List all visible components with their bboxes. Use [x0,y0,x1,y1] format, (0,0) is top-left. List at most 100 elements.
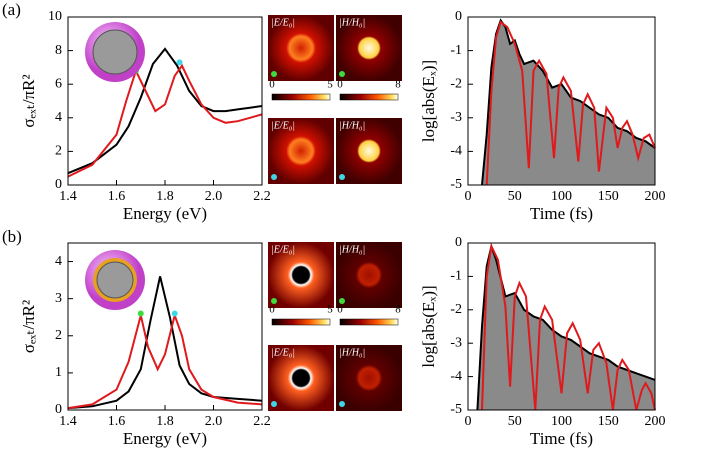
y-tick-label: -4 [450,144,462,159]
map-dot [271,401,277,407]
y-tick-label: -2 [450,76,462,91]
y-tick-label: -4 [450,369,462,384]
map-label: |H/H₀| [339,120,365,131]
marker [137,310,144,317]
x-axis-label: Time (fs) [530,429,593,448]
y-tick-label: -2 [450,302,462,317]
y-tick-label: 4 [55,110,62,125]
map-dot [339,174,345,180]
y-tick-label: -1 [450,43,462,58]
y-tick-label: -5 [450,402,462,417]
colorbar [271,318,331,326]
y-axis-label: σₑₓₜ/πR² [19,300,38,353]
y-tick-label: 0 [55,177,62,192]
x-axis-label: Energy (eV) [123,429,207,448]
colorbar-label: 5 [327,304,333,316]
x-tick-label: 100 [551,189,572,204]
particle-core [96,261,134,299]
y-axis-label: log[abs(Eₓ)] [419,285,438,367]
field-map [336,118,402,184]
y-tick-label: 1 [55,365,62,380]
y-tick-label: -3 [450,335,462,350]
x-tick-label: 200 [645,414,666,429]
x-tick-label: 2.2 [253,189,271,204]
x-tick-label: 1.6 [108,414,126,429]
field-map [268,242,334,308]
marker [171,310,178,317]
field-map [336,345,402,411]
field-map [268,15,334,81]
x-tick-label: 50 [508,414,522,429]
area [482,20,655,186]
y-tick-label: -3 [450,110,462,125]
plot-frame [67,242,263,411]
y-tick-label: 8 [55,43,62,58]
x-tick-label: 2.0 [205,189,223,204]
map-label: |E/E₀| [271,347,295,358]
map-label: |H/H₀| [339,347,365,358]
colorbar [339,318,399,326]
plot-frame [467,16,656,186]
marker [176,59,183,66]
x-tick-label: 2.2 [253,414,271,429]
map-dot [271,298,277,304]
map-dot [271,174,277,180]
line [67,311,263,410]
x-tick-label: 50 [508,189,522,204]
map-dot [271,71,277,77]
x-tick-label: 200 [645,189,666,204]
y-axis-label: σₑₓₜ/πR² [19,74,38,127]
x-tick-label: 100 [551,414,572,429]
colorbar-label: 5 [327,79,333,91]
map-label: |H/H₀| [339,244,365,255]
map-label: |E/E₀| [271,120,295,131]
map-dot [339,401,345,407]
line [481,242,656,411]
colorbar-label: 8 [395,79,401,91]
x-tick-label: 1.4 [59,189,77,204]
colorbar-label: 0 [269,79,275,91]
y-tick-label: 6 [55,76,62,91]
x-tick-label: 150 [598,414,619,429]
y-tick-label: 2 [55,328,62,343]
map-dot [339,71,345,77]
y-tick-label: 0 [455,9,462,24]
y-tick-label: 0 [455,235,462,250]
x-tick-label: 2.0 [205,414,223,429]
colorbar-label: 0 [269,304,275,316]
x-tick-label: 150 [598,189,619,204]
field-map [268,345,334,411]
x-axis-label: Energy (eV) [123,204,207,223]
colorbar-label: 0 [337,304,343,316]
y-tick-label: 10 [48,9,62,24]
y-tick-label: -1 [450,269,462,284]
map-label: |E/E₀| [271,244,295,255]
particle-core [92,29,138,75]
map-label: |E/E₀| [271,17,295,28]
y-tick-label: 0 [55,402,62,417]
y-tick-label: 2 [55,144,62,159]
x-tick-label: 1.8 [156,189,174,204]
plot-frame [467,242,656,411]
field-map [336,15,402,81]
map-dot [339,298,345,304]
x-tick-label: 0 [465,414,472,429]
x-tick-label: 1.6 [108,189,126,204]
field-map [336,242,402,308]
colorbar-label: 8 [395,304,401,316]
panel-label: (a) [2,0,21,19]
x-axis-label: Time (fs) [530,204,593,223]
colorbar-label: 0 [337,79,343,91]
y-axis-label: log[abs(Eₓ)] [419,60,438,142]
y-tick-label: -5 [450,177,462,192]
y-tick-label: 3 [55,291,62,306]
field-map [268,118,334,184]
line [67,47,263,175]
area [477,246,655,410]
colorbar [271,93,331,101]
plot-frame [67,16,263,186]
map-label: |H/H₀| [339,17,365,28]
panel-label: (b) [2,227,22,246]
colorbar [339,93,399,101]
